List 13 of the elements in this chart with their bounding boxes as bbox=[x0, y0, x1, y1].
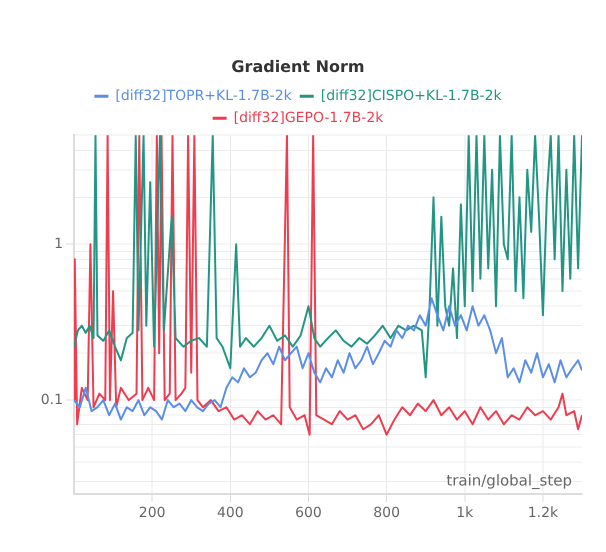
legend-label: [diff32]CISPO+KL-1.7B-2k bbox=[320, 88, 502, 104]
x-tick-label: 800 bbox=[373, 505, 400, 522]
x-axis-title: train/global_step bbox=[446, 471, 572, 490]
legend-label: [diff32]TOPR+KL-1.7B-2k bbox=[115, 88, 293, 104]
x-tick-label: 1.2k bbox=[528, 505, 559, 522]
chart-title: Gradient Norm bbox=[231, 56, 365, 76]
y-tick-label: 1 bbox=[54, 236, 63, 252]
x-tick-label: 600 bbox=[295, 505, 322, 522]
x-tick-label: 1k bbox=[456, 505, 474, 522]
x-tick-label: 200 bbox=[138, 505, 166, 522]
legend-label: [diff32]GEPO-1.7B-2k bbox=[234, 110, 384, 126]
x-tick-label: 400 bbox=[216, 505, 244, 522]
y-tick-label: 0.1 bbox=[40, 392, 63, 408]
